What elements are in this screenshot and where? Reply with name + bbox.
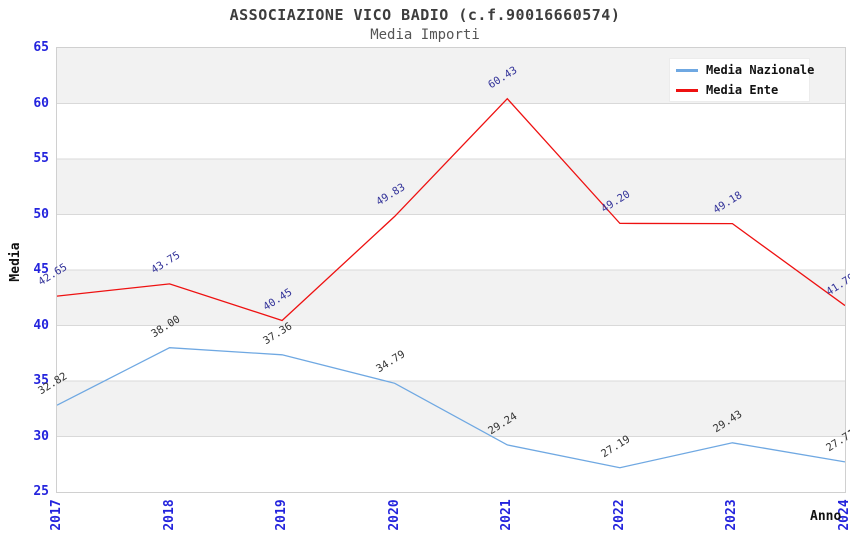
plot-area <box>56 47 846 493</box>
x-tick-label: 2017 <box>49 499 64 531</box>
y-tick-label: 60 <box>33 95 49 111</box>
y-tick-label: 45 <box>33 262 49 277</box>
x-tick-label: 2020 <box>386 499 402 531</box>
legend-item-media-nazionale: Media Nazionale <box>676 63 814 77</box>
chart-subtitle: Media Importi <box>370 27 480 43</box>
x-tick-label: 2022 <box>611 499 627 531</box>
x-tick-label: 2019 <box>274 499 290 531</box>
legend-line-sample-nazionale-icon <box>676 68 698 72</box>
legend: Media Nazionale Media Ente <box>669 58 814 102</box>
y-tick-label: 30 <box>33 428 49 444</box>
plot-canvas <box>57 48 845 492</box>
y-tick-label: 55 <box>33 151 49 166</box>
y-tick-label: 25 <box>33 484 49 499</box>
x-tick-label: 2018 <box>161 499 177 531</box>
x-tick-label: 2021 <box>499 499 515 531</box>
chart-title: ASSOCIAZIONE VICO BADIO (c.f.90016660574… <box>229 6 621 24</box>
x-axis-title: Anno <box>810 509 842 524</box>
legend-label: Media Ente <box>706 83 779 97</box>
y-tick-label: 35 <box>33 373 49 388</box>
series-line-media-ente <box>57 97 845 322</box>
y-tick-label: 65 <box>33 40 49 55</box>
legend-label: Media Nazionale <box>706 63 815 77</box>
plot-band <box>57 325 845 381</box>
x-tick-label: 2023 <box>724 499 740 531</box>
y-tick-label: 40 <box>33 317 49 333</box>
plot-band <box>57 159 845 215</box>
legend-item-media-ente: Media Ente <box>676 83 803 97</box>
series-line-media-nazionale <box>57 347 845 469</box>
plot-band <box>57 436 845 492</box>
legend-line-sample-ente-icon <box>676 88 698 92</box>
plot-band <box>57 270 845 326</box>
plot-band <box>57 381 845 437</box>
y-axis-title: Media <box>8 242 23 282</box>
y-tick-label: 50 <box>33 206 49 222</box>
plot-band <box>57 103 845 159</box>
